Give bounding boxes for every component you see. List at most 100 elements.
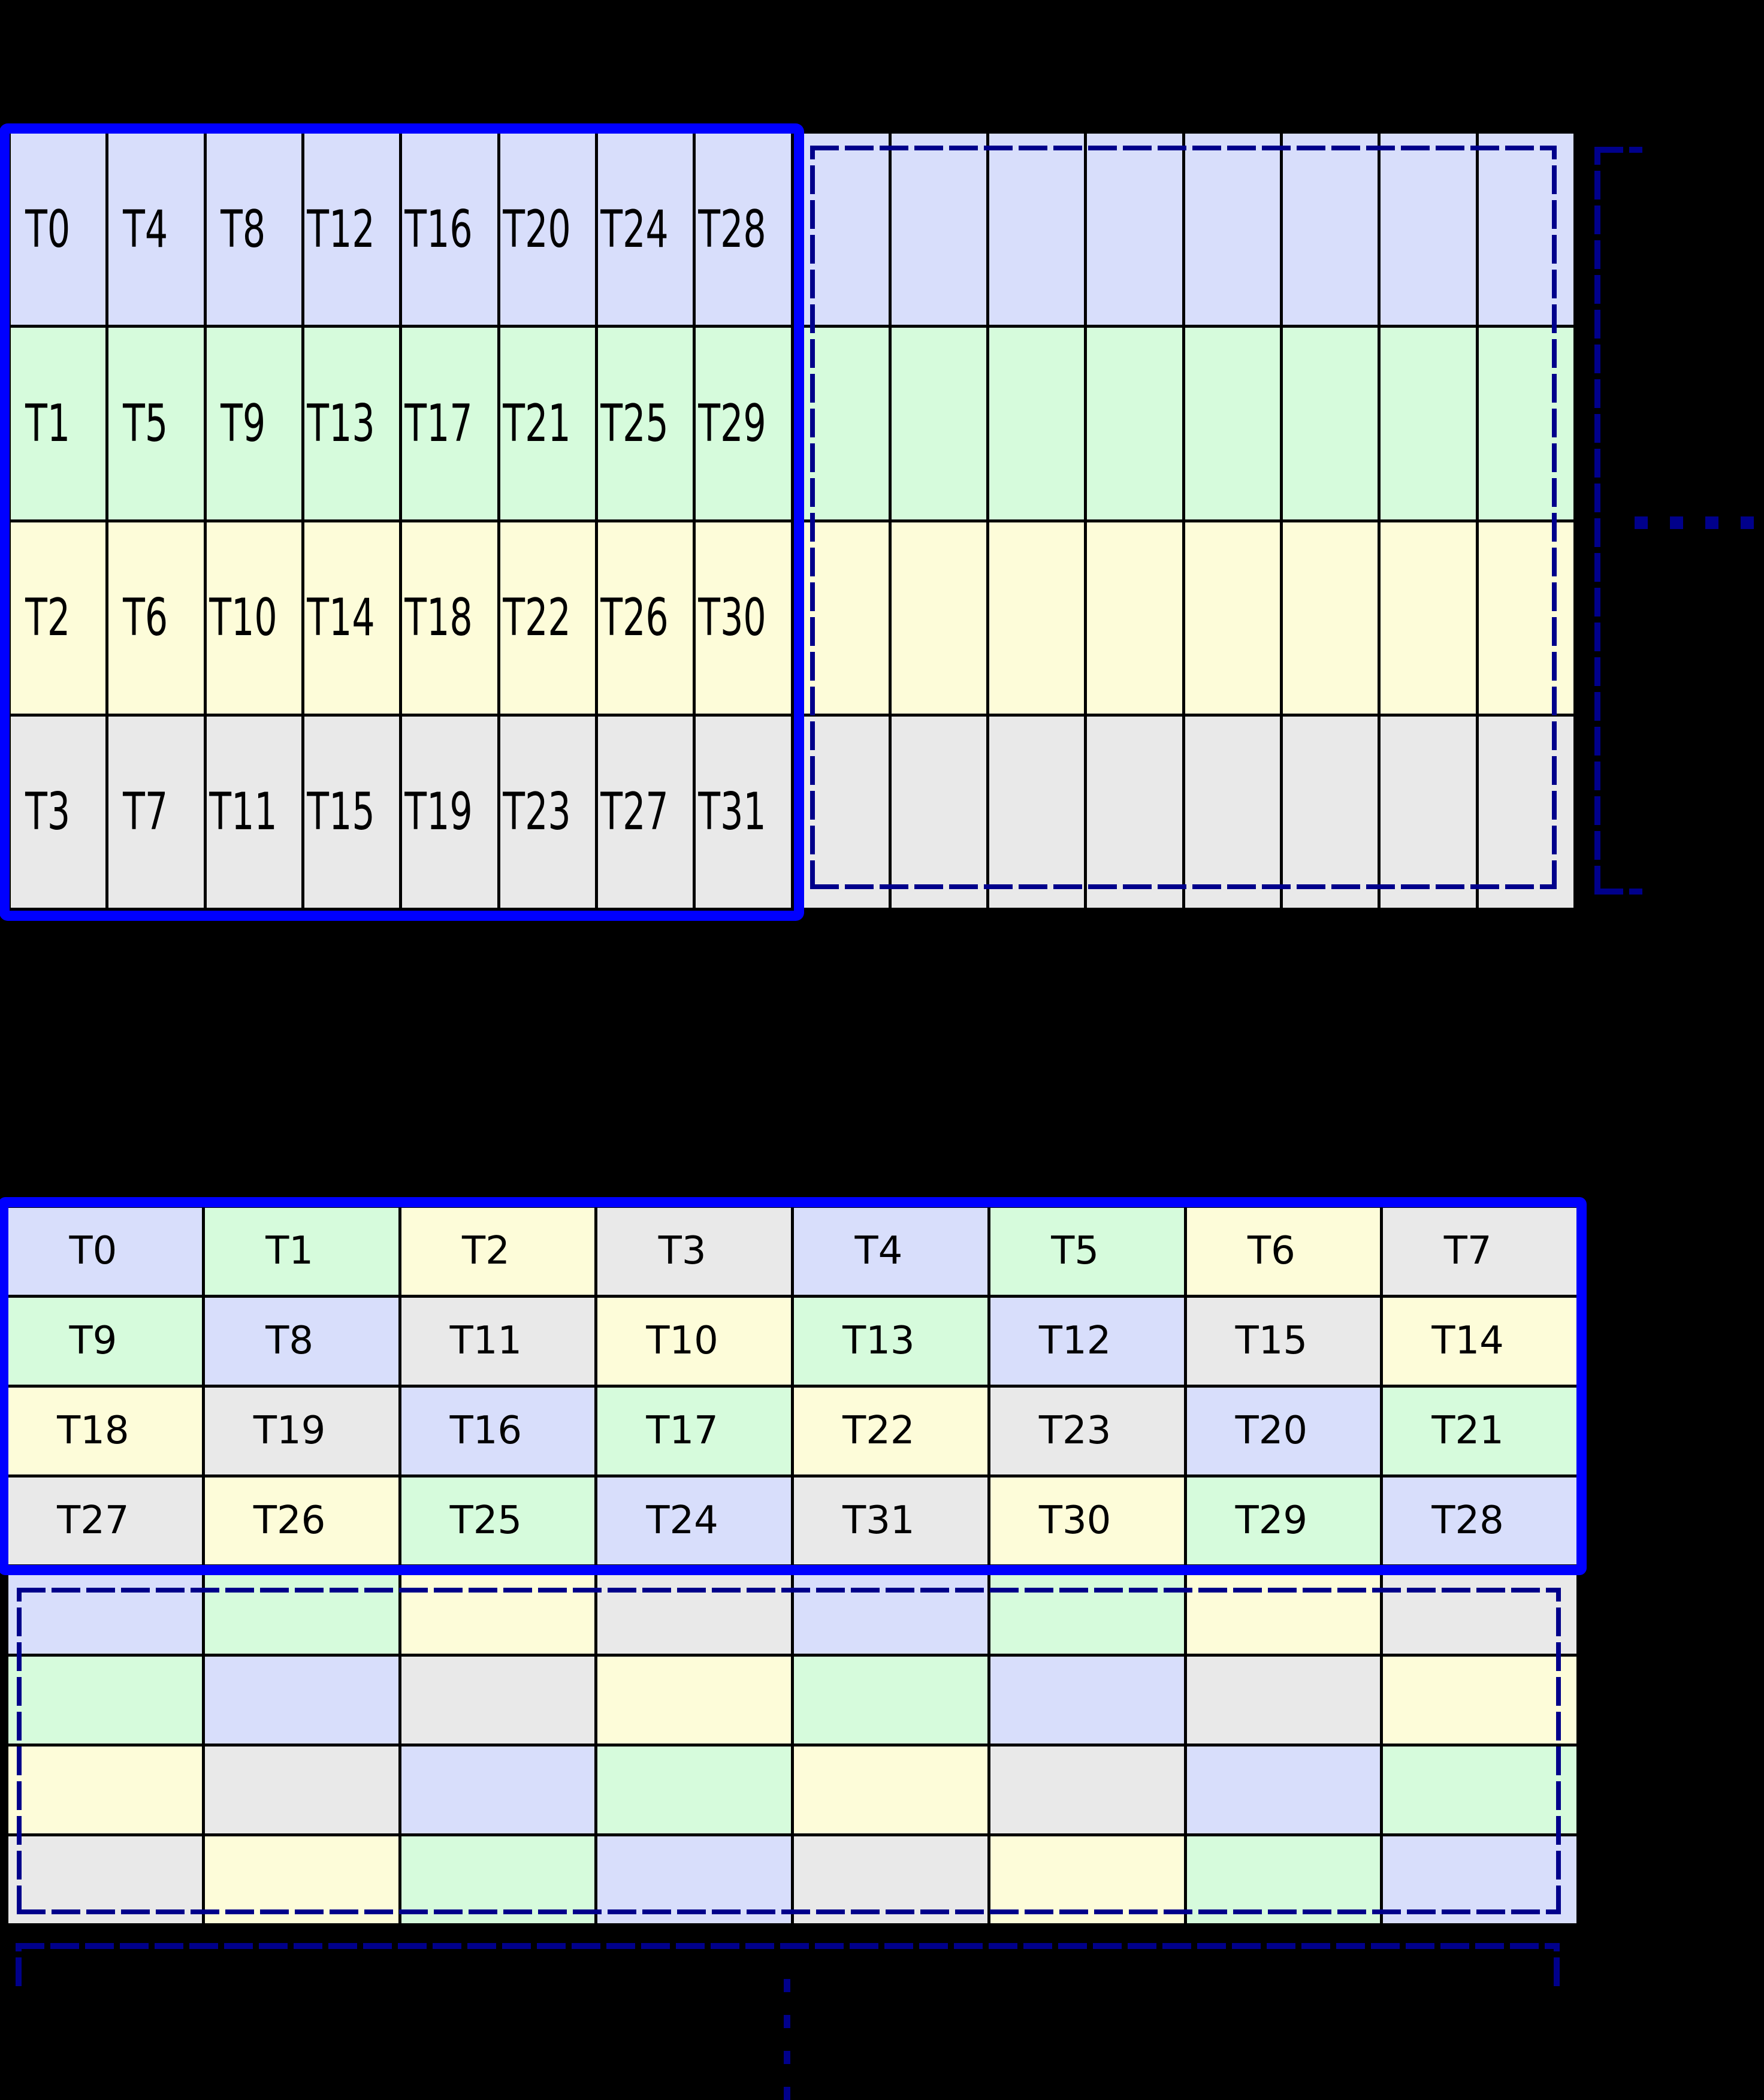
thread-label: T31 <box>842 1498 915 1543</box>
thread-cell: T21 <box>500 328 595 519</box>
thread-cell: T6 <box>1186 1208 1381 1295</box>
thread-label: T25 <box>449 1498 522 1543</box>
thread-label: T0 <box>69 1229 117 1274</box>
thread-cell: T27 <box>597 716 693 908</box>
thread-cell: T10 <box>206 522 301 714</box>
thread-label: T13 <box>307 393 375 454</box>
thread-cell: T3 <box>11 716 106 908</box>
bottom-dashed-highlight-box <box>17 1588 1561 1914</box>
thread-cell: T26 <box>204 1477 398 1564</box>
thread-label: T16 <box>449 1409 522 1454</box>
thread-cell: T2 <box>11 522 106 714</box>
thread-cell: T3 <box>597 1208 791 1295</box>
thread-label: T20 <box>1235 1409 1308 1454</box>
thread-label: T9 <box>69 1319 117 1364</box>
thread-label: T19 <box>253 1409 326 1454</box>
thread-cell: T9 <box>206 328 301 519</box>
thread-cell: T16 <box>401 1387 595 1474</box>
thread-cell: T4 <box>794 1208 987 1295</box>
thread-cell: T1 <box>204 1208 398 1295</box>
top-dashed-highlight-box <box>810 146 1557 889</box>
thread-cell: T23 <box>990 1387 1184 1474</box>
thread-cell: T5 <box>990 1208 1184 1295</box>
right-continuation-bracket-top-arm <box>1594 147 1642 153</box>
thread-label: T2 <box>25 588 70 648</box>
thread-cell: T14 <box>304 522 400 714</box>
thread-cell: T21 <box>1383 1387 1576 1474</box>
thread-label: T6 <box>1247 1229 1295 1274</box>
thread-label: T28 <box>698 199 767 259</box>
thread-label: T19 <box>404 782 473 842</box>
thread-label: T6 <box>122 588 168 648</box>
thread-cell: T9 <box>8 1297 202 1385</box>
vertical-ellipsis-icon <box>784 1970 790 2100</box>
thread-cell: T22 <box>794 1387 987 1474</box>
thread-cell: T14 <box>1383 1297 1576 1385</box>
thread-cell: T31 <box>794 1477 987 1564</box>
thread-cell: T11 <box>206 716 301 908</box>
thread-cell: T15 <box>304 716 400 908</box>
thread-cell: T25 <box>401 1477 595 1564</box>
thread-label: T2 <box>461 1229 510 1274</box>
thread-cell: T4 <box>108 134 204 325</box>
thread-label: T24 <box>600 199 669 259</box>
thread-cell: T29 <box>696 328 791 519</box>
right-continuation-bracket-bottom-arm <box>1594 889 1642 895</box>
thread-label: T12 <box>1038 1319 1111 1364</box>
thread-label: T21 <box>1431 1409 1504 1454</box>
bottom-continuation-bracket-line <box>16 1943 1560 1949</box>
thread-label: T18 <box>404 588 473 648</box>
thread-label: T29 <box>698 393 767 454</box>
thread-cell: T30 <box>696 522 791 714</box>
thread-label: T17 <box>646 1409 718 1454</box>
thread-label: T5 <box>122 393 168 454</box>
thread-cell: T31 <box>696 716 791 908</box>
thread-cell: T28 <box>1383 1477 1576 1564</box>
thread-cell: T5 <box>108 328 204 519</box>
thread-cell: T20 <box>1186 1387 1381 1474</box>
thread-cell: T25 <box>597 328 693 519</box>
thread-cell: T10 <box>597 1297 791 1385</box>
horizontal-ellipsis-icon <box>1635 516 1764 529</box>
thread-label: T23 <box>503 782 571 842</box>
thread-cell: T28 <box>696 134 791 325</box>
thread-label: T11 <box>449 1319 522 1364</box>
thread-cell: T19 <box>204 1387 398 1474</box>
thread-label: T31 <box>698 782 767 842</box>
thread-label: T3 <box>25 782 70 842</box>
thread-label: T3 <box>658 1229 706 1274</box>
thread-cell: T17 <box>597 1387 791 1474</box>
thread-cell: T12 <box>990 1297 1184 1385</box>
thread-label: T5 <box>1051 1229 1100 1274</box>
thread-label: T16 <box>404 199 473 259</box>
thread-label: T29 <box>1235 1498 1308 1543</box>
thread-label: T27 <box>57 1498 129 1543</box>
thread-label: T15 <box>1235 1319 1308 1364</box>
thread-cell: T19 <box>402 716 497 908</box>
thread-cell: T15 <box>1186 1297 1381 1385</box>
thread-label: T8 <box>220 199 266 259</box>
thread-cell: T20 <box>500 134 595 325</box>
thread-label: T24 <box>646 1498 718 1543</box>
thread-label: T12 <box>307 199 375 259</box>
thread-label: T17 <box>404 393 473 454</box>
thread-label: T4 <box>122 199 168 259</box>
thread-cell: T16 <box>402 134 497 325</box>
thread-cell: T17 <box>402 328 497 519</box>
thread-cell: T0 <box>8 1208 202 1295</box>
thread-label: T20 <box>503 199 571 259</box>
thread-label: T13 <box>842 1319 915 1364</box>
thread-cell: T22 <box>500 522 595 714</box>
thread-label: T26 <box>600 588 669 648</box>
thread-label: T7 <box>1443 1229 1492 1274</box>
thread-cell: T13 <box>304 328 400 519</box>
thread-cell: T24 <box>597 1477 791 1564</box>
bottom-continuation-bracket-left-arm <box>16 1943 22 1986</box>
thread-label: T25 <box>600 393 669 454</box>
thread-cell: T24 <box>597 134 693 325</box>
thread-cell: T8 <box>206 134 301 325</box>
bottom-continuation-bracket-right-arm <box>1554 1943 1560 1986</box>
thread-cell: T11 <box>401 1297 595 1385</box>
thread-label: T10 <box>646 1319 718 1364</box>
